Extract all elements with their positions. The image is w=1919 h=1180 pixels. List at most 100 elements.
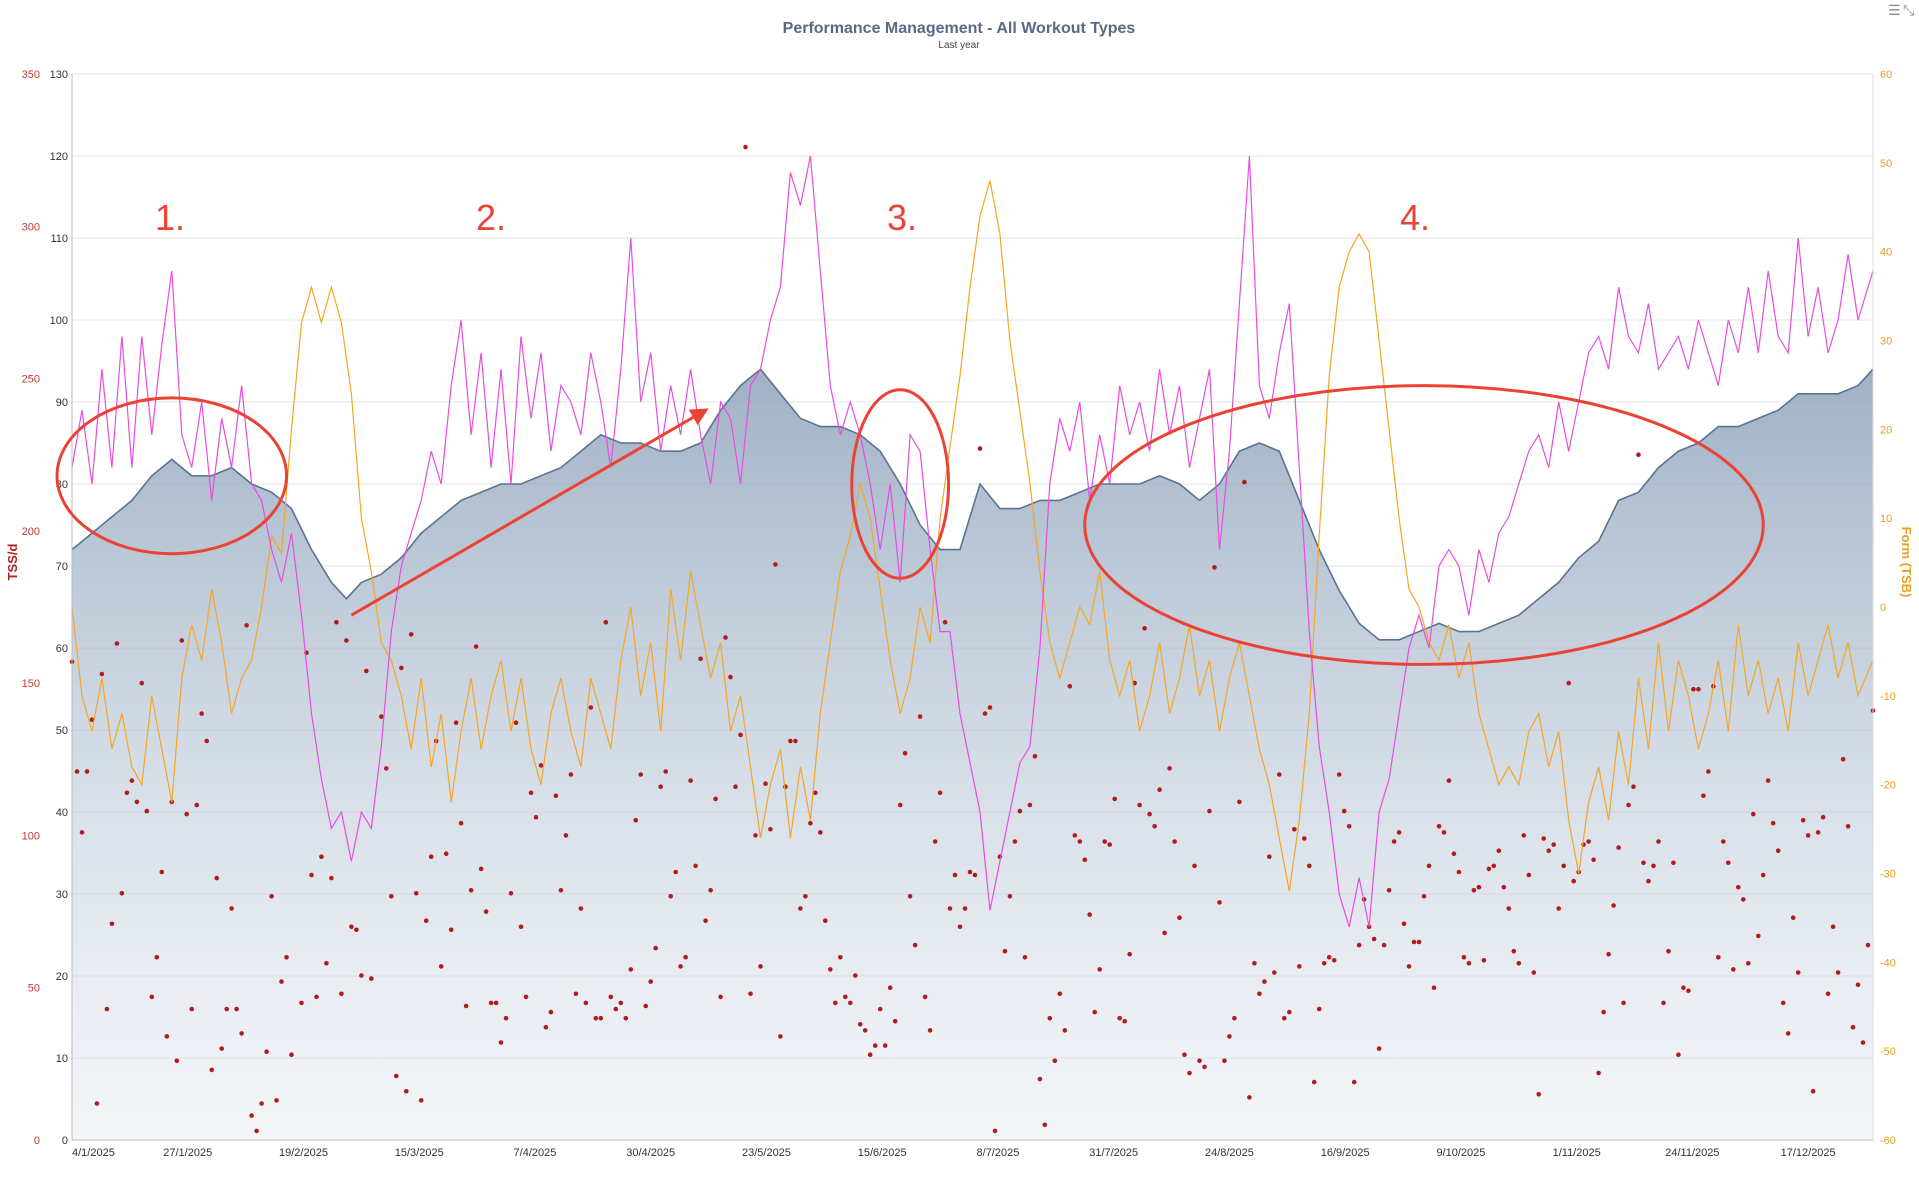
tss-point bbox=[224, 1006, 229, 1012]
tss-point bbox=[1042, 1122, 1048, 1128]
tss-point bbox=[1736, 884, 1741, 890]
tss-point bbox=[798, 906, 803, 911]
tss-point bbox=[1616, 845, 1621, 850]
tss-point bbox=[1446, 778, 1452, 783]
form-tick-label: -30 bbox=[1880, 869, 1896, 881]
tss-point bbox=[423, 918, 429, 923]
tss-point bbox=[254, 1128, 259, 1134]
annotation-ellipse bbox=[55, 396, 289, 556]
tss-point bbox=[199, 711, 204, 716]
tss-point bbox=[1316, 1006, 1322, 1012]
tss-point bbox=[838, 955, 843, 960]
tss-point bbox=[1157, 787, 1162, 792]
tss-point bbox=[194, 802, 199, 808]
x-tick-label: 23/5/2025 bbox=[742, 1147, 791, 1159]
tss-point bbox=[1521, 833, 1527, 838]
tss-point bbox=[558, 888, 564, 893]
tss-point bbox=[473, 644, 479, 649]
form-line-path bbox=[71, 180, 1874, 892]
form-tick-label: 50 bbox=[1880, 158, 1892, 170]
tss-point bbox=[1277, 772, 1282, 777]
tss-point bbox=[668, 894, 673, 899]
tss-point bbox=[1426, 863, 1432, 869]
tss-point bbox=[404, 1089, 409, 1094]
tss-point bbox=[618, 1000, 624, 1006]
tss-point bbox=[947, 906, 953, 911]
tss-point bbox=[1237, 799, 1242, 805]
fitness-tick-label: 30 bbox=[56, 889, 68, 901]
tss-point bbox=[857, 1022, 863, 1027]
tss-point bbox=[79, 830, 85, 835]
tss-point bbox=[987, 705, 993, 710]
tss-point bbox=[1661, 1000, 1666, 1006]
tss-point bbox=[1192, 863, 1197, 869]
tss-point bbox=[563, 833, 569, 838]
tss-point bbox=[1162, 930, 1167, 936]
tss-point bbox=[94, 1101, 100, 1106]
tss-point bbox=[1666, 948, 1671, 954]
tss-point bbox=[359, 973, 364, 978]
tss-point bbox=[1825, 991, 1831, 997]
expand-icon[interactable]: ⤡ bbox=[1903, 3, 1914, 19]
tss-point bbox=[1411, 939, 1417, 945]
tss-point bbox=[1431, 985, 1437, 990]
tss-tick-label: 50 bbox=[28, 983, 40, 995]
tss-point bbox=[1835, 970, 1841, 975]
x-tick-label: 8/7/2025 bbox=[977, 1147, 1020, 1159]
tss-point bbox=[394, 1073, 399, 1079]
x-tick-label: 4/1/2025 bbox=[72, 1147, 115, 1159]
tss-point bbox=[1172, 839, 1177, 844]
tss-point bbox=[1167, 766, 1172, 771]
tss-point bbox=[977, 446, 983, 451]
fitness-area-line bbox=[71, 368, 1874, 641]
chart-title: Performance Management - All Workout Typ… bbox=[783, 20, 1136, 37]
tss-point bbox=[678, 964, 683, 969]
tss-point bbox=[164, 1034, 170, 1039]
tss-point bbox=[1247, 1095, 1252, 1100]
tss-point bbox=[1726, 860, 1731, 866]
tss-point bbox=[493, 1000, 499, 1006]
tss-point bbox=[897, 802, 903, 808]
tss-point bbox=[673, 869, 678, 875]
tss-point bbox=[942, 619, 948, 625]
x-tick-label: 15/3/2025 bbox=[395, 1147, 444, 1159]
tss-point bbox=[179, 638, 185, 643]
tss-point bbox=[1621, 1000, 1626, 1006]
tss-point bbox=[1641, 860, 1646, 866]
x-tick-label: 24/8/2025 bbox=[1205, 1147, 1254, 1159]
tss-point bbox=[813, 790, 818, 796]
tss-point bbox=[1556, 906, 1561, 911]
tss-point bbox=[573, 991, 579, 997]
tss-point bbox=[319, 854, 324, 859]
tss-point bbox=[264, 1049, 269, 1054]
tss-point bbox=[578, 906, 584, 911]
form-tick-label: -60 bbox=[1880, 1135, 1896, 1147]
fitness-area-fill bbox=[72, 369, 1873, 1140]
tss-point bbox=[1815, 830, 1821, 835]
tss-point bbox=[1022, 955, 1028, 960]
tss-point bbox=[1701, 793, 1706, 799]
tss-point bbox=[872, 1043, 878, 1048]
tss-point bbox=[229, 906, 234, 911]
tss-point bbox=[144, 808, 150, 814]
menu-icon[interactable]: ☰ bbox=[1888, 3, 1901, 19]
annotation-label: 4. bbox=[1400, 197, 1430, 238]
tss-point bbox=[553, 793, 559, 799]
tss-point bbox=[354, 927, 359, 933]
tss-point bbox=[848, 1000, 853, 1006]
annotation-ellipse bbox=[1083, 384, 1765, 666]
tss-axis-ticks: 0 50 100 150 200 250 300 350 bbox=[22, 69, 40, 1147]
tss-point bbox=[588, 705, 594, 710]
tss-point bbox=[408, 632, 414, 637]
tss-point bbox=[1152, 824, 1157, 829]
tss-point bbox=[1731, 967, 1736, 972]
x-axis-ticks: 4/1/2025 27/1/2025 19/2/2025 15/3/2025 7/4/2… bbox=[72, 1147, 1836, 1159]
tss-tick-label: 350 bbox=[22, 69, 40, 81]
tss-point bbox=[1217, 900, 1222, 905]
tss-point bbox=[1197, 1058, 1202, 1064]
fitness-tick-label: 70 bbox=[56, 561, 68, 573]
tss-point bbox=[1282, 1015, 1287, 1021]
tss-point bbox=[1491, 863, 1497, 869]
chart-menu[interactable]: ☰ ⤡ bbox=[1888, 3, 1914, 19]
tss-point bbox=[1326, 955, 1332, 960]
